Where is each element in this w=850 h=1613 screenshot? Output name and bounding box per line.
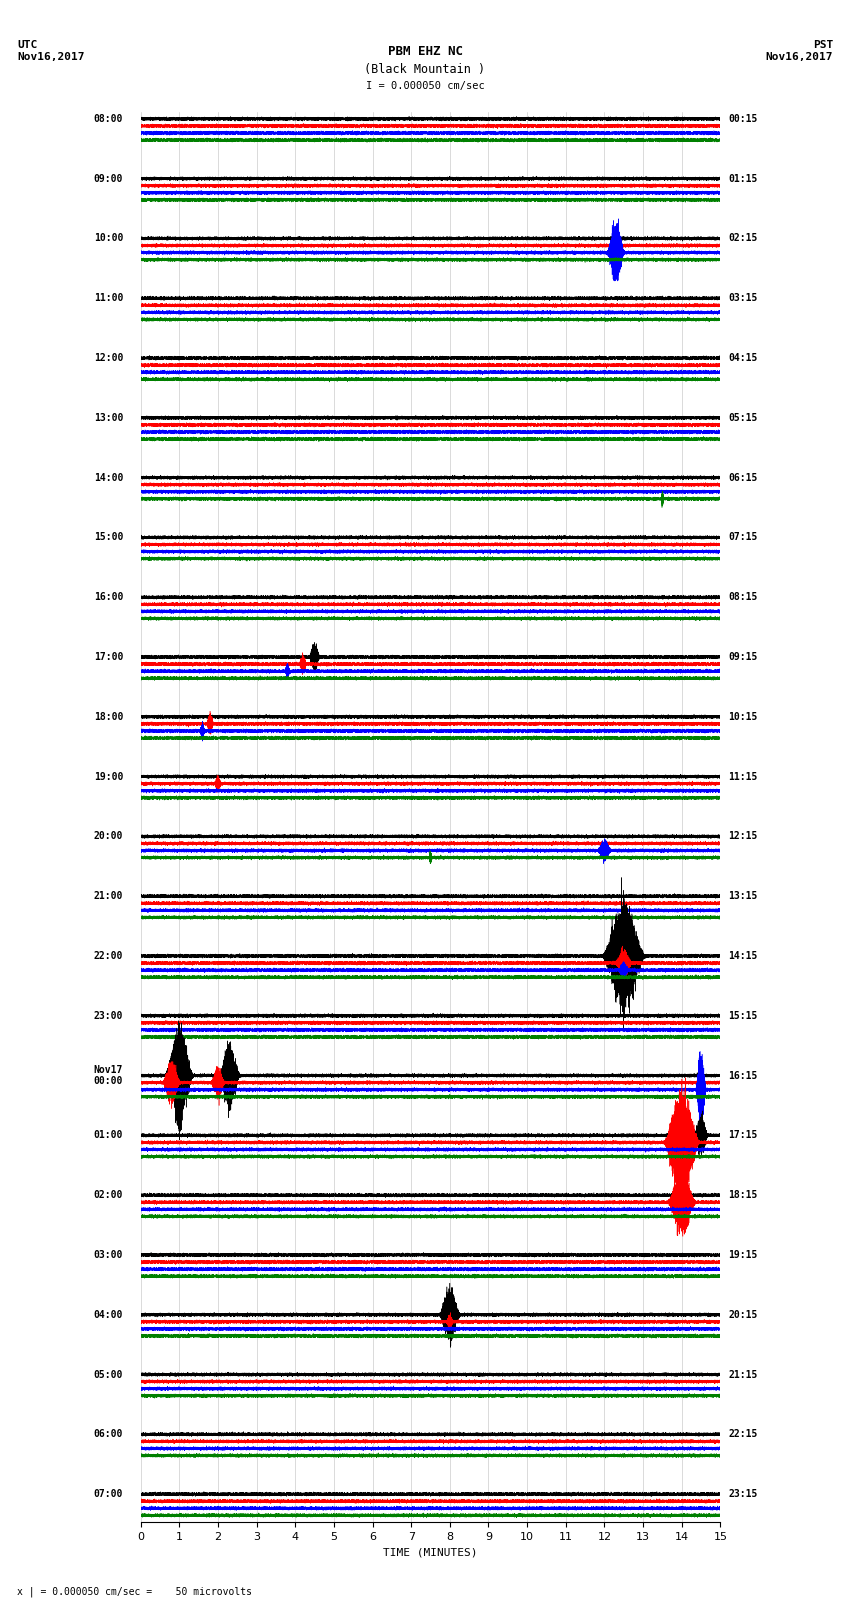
Text: 07:00: 07:00 xyxy=(94,1489,123,1498)
Text: Nov17
00:00: Nov17 00:00 xyxy=(94,1065,123,1086)
Text: I = 0.000050 cm/sec: I = 0.000050 cm/sec xyxy=(366,81,484,90)
Text: 04:00: 04:00 xyxy=(94,1310,123,1319)
Text: 15:15: 15:15 xyxy=(728,1011,757,1021)
Text: 21:00: 21:00 xyxy=(94,890,123,902)
Text: 12:15: 12:15 xyxy=(728,831,757,842)
Text: 09:15: 09:15 xyxy=(728,652,757,661)
Text: 03:15: 03:15 xyxy=(728,294,757,303)
Text: 20:00: 20:00 xyxy=(94,831,123,842)
Text: 04:15: 04:15 xyxy=(728,353,757,363)
Text: 17:15: 17:15 xyxy=(728,1131,757,1140)
Text: 23:15: 23:15 xyxy=(728,1489,757,1498)
Text: 18:15: 18:15 xyxy=(728,1190,757,1200)
Text: 13:00: 13:00 xyxy=(94,413,123,423)
Text: 14:00: 14:00 xyxy=(94,473,123,482)
Text: 20:15: 20:15 xyxy=(728,1310,757,1319)
Text: 01:15: 01:15 xyxy=(728,174,757,184)
Text: 14:15: 14:15 xyxy=(728,952,757,961)
Text: 17:00: 17:00 xyxy=(94,652,123,661)
Text: 08:15: 08:15 xyxy=(728,592,757,602)
Text: (Black Mountain ): (Black Mountain ) xyxy=(365,63,485,76)
Text: 05:15: 05:15 xyxy=(728,413,757,423)
Text: 11:15: 11:15 xyxy=(728,771,757,782)
Text: PBM EHZ NC: PBM EHZ NC xyxy=(388,45,462,58)
Text: 19:15: 19:15 xyxy=(728,1250,757,1260)
Text: 22:00: 22:00 xyxy=(94,952,123,961)
Text: 13:15: 13:15 xyxy=(728,890,757,902)
Text: 05:00: 05:00 xyxy=(94,1369,123,1379)
Text: 18:00: 18:00 xyxy=(94,711,123,721)
Text: 10:00: 10:00 xyxy=(94,234,123,244)
Text: 00:15: 00:15 xyxy=(728,115,757,124)
Text: 03:00: 03:00 xyxy=(94,1250,123,1260)
Text: 23:00: 23:00 xyxy=(94,1011,123,1021)
Text: 22:15: 22:15 xyxy=(728,1429,757,1439)
Text: 01:00: 01:00 xyxy=(94,1131,123,1140)
Text: 02:00: 02:00 xyxy=(94,1190,123,1200)
Text: 12:00: 12:00 xyxy=(94,353,123,363)
Text: 06:15: 06:15 xyxy=(728,473,757,482)
Text: x | = 0.000050 cm/sec =    50 microvolts: x | = 0.000050 cm/sec = 50 microvolts xyxy=(17,1586,252,1597)
Text: 02:15: 02:15 xyxy=(728,234,757,244)
X-axis label: TIME (MINUTES): TIME (MINUTES) xyxy=(383,1548,478,1558)
Text: 10:15: 10:15 xyxy=(728,711,757,721)
Text: 09:00: 09:00 xyxy=(94,174,123,184)
Text: 15:00: 15:00 xyxy=(94,532,123,542)
Text: 19:00: 19:00 xyxy=(94,771,123,782)
Text: UTC
Nov16,2017: UTC Nov16,2017 xyxy=(17,40,84,61)
Text: 07:15: 07:15 xyxy=(728,532,757,542)
Text: PST
Nov16,2017: PST Nov16,2017 xyxy=(766,40,833,61)
Text: 21:15: 21:15 xyxy=(728,1369,757,1379)
Text: 08:00: 08:00 xyxy=(94,115,123,124)
Text: 16:15: 16:15 xyxy=(728,1071,757,1081)
Text: 06:00: 06:00 xyxy=(94,1429,123,1439)
Text: 16:00: 16:00 xyxy=(94,592,123,602)
Text: 11:00: 11:00 xyxy=(94,294,123,303)
